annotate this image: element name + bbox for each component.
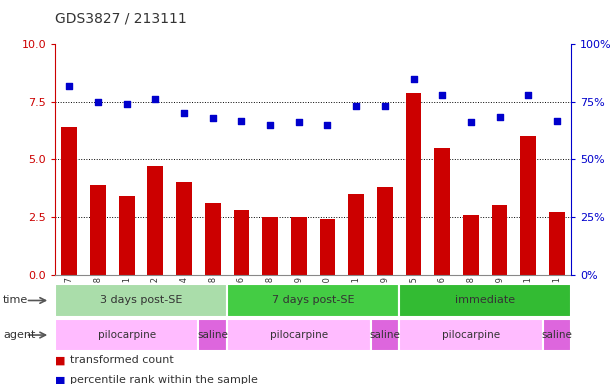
Text: 7 days post-SE: 7 days post-SE xyxy=(272,295,354,306)
Bar xyxy=(399,319,543,351)
Text: time: time xyxy=(3,295,28,306)
Point xyxy=(466,119,476,126)
Bar xyxy=(543,319,571,351)
Bar xyxy=(320,219,335,275)
Bar xyxy=(147,166,163,275)
Text: pilocarpine: pilocarpine xyxy=(442,330,500,340)
Text: transformed count: transformed count xyxy=(70,355,174,365)
Text: ■: ■ xyxy=(55,355,65,365)
Point xyxy=(93,99,103,105)
Bar xyxy=(176,182,192,275)
Point xyxy=(552,118,562,124)
Point xyxy=(495,114,505,120)
Point xyxy=(265,122,275,128)
Point xyxy=(437,92,447,98)
Point xyxy=(409,76,419,82)
Text: percentile rank within the sample: percentile rank within the sample xyxy=(70,375,258,384)
Text: pilocarpine: pilocarpine xyxy=(269,330,328,340)
Bar xyxy=(90,185,106,275)
Bar xyxy=(205,203,221,275)
Point xyxy=(179,110,189,116)
Bar xyxy=(377,187,393,275)
Bar xyxy=(227,319,370,351)
Bar xyxy=(348,194,364,275)
Bar xyxy=(434,148,450,275)
Point xyxy=(351,103,361,109)
Point xyxy=(323,122,332,128)
Bar xyxy=(199,319,227,351)
Point xyxy=(236,118,246,124)
Bar xyxy=(62,127,77,275)
Point xyxy=(524,92,533,98)
Bar xyxy=(370,319,399,351)
Point xyxy=(150,96,160,103)
Text: 3 days post-SE: 3 days post-SE xyxy=(100,295,182,306)
Bar xyxy=(521,136,536,275)
Bar xyxy=(227,284,399,317)
Point xyxy=(294,119,304,126)
Bar xyxy=(262,217,278,275)
Text: saline: saline xyxy=(197,330,228,340)
Bar xyxy=(399,284,571,317)
Bar xyxy=(463,215,479,275)
Text: saline: saline xyxy=(541,330,573,340)
Text: immediate: immediate xyxy=(455,295,515,306)
Text: pilocarpine: pilocarpine xyxy=(98,330,156,340)
Point xyxy=(64,83,74,89)
Bar xyxy=(55,284,227,317)
Bar xyxy=(119,196,134,275)
Text: ■: ■ xyxy=(55,375,65,384)
Text: agent: agent xyxy=(3,330,35,340)
Point xyxy=(208,115,218,121)
Text: GDS3827 / 213111: GDS3827 / 213111 xyxy=(55,12,187,25)
Bar xyxy=(406,93,422,275)
Bar xyxy=(549,212,565,275)
Bar xyxy=(291,217,307,275)
Point xyxy=(122,101,131,107)
Bar xyxy=(492,205,508,275)
Bar xyxy=(233,210,249,275)
Bar xyxy=(55,319,199,351)
Point xyxy=(380,103,390,109)
Text: saline: saline xyxy=(370,330,400,340)
